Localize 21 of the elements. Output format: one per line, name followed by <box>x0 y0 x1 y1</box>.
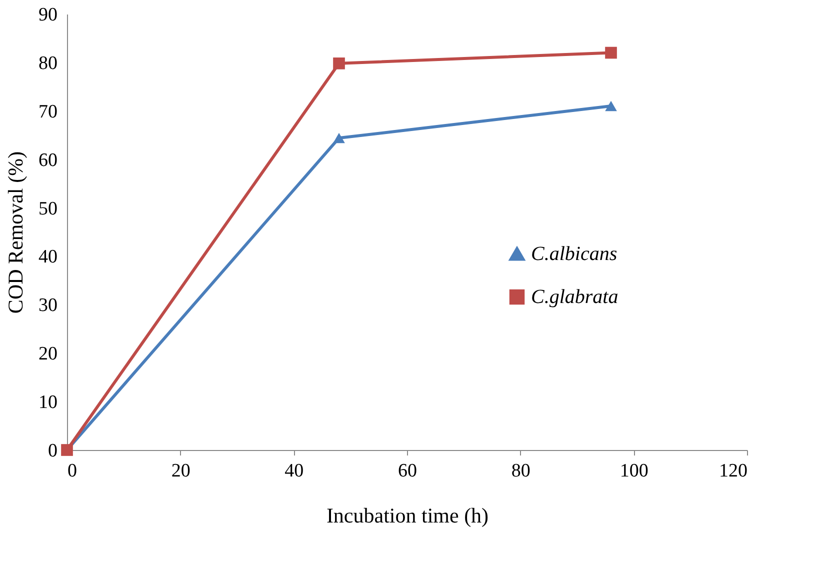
y-tick-label: 50 <box>38 198 58 220</box>
y-axis-title: COD Removal (%) <box>4 151 28 314</box>
x-tick-label: 40 <box>284 460 304 482</box>
x-tick-label: 100 <box>620 460 648 482</box>
x-tick-label: 120 <box>719 460 748 482</box>
x-tick-label: 80 <box>511 460 530 482</box>
legend-label: C.albicans <box>531 243 618 265</box>
y-tick-label: 10 <box>38 392 58 414</box>
y-tick-label: 0 <box>48 440 58 462</box>
x-tick-label: 60 <box>398 460 417 482</box>
y-tick-label: 80 <box>38 52 58 74</box>
y-tick-label: 90 <box>38 4 58 26</box>
y-tick-label: 70 <box>38 101 58 122</box>
y-tick-label: 60 <box>38 150 58 171</box>
y-tick-label: 40 <box>38 246 58 268</box>
x-axis-title: Incubation time (h) <box>326 504 489 528</box>
legend-label: C.glabrata <box>531 286 618 308</box>
x-tick-label: 0 <box>68 460 77 482</box>
y-tick-label: 20 <box>38 344 58 365</box>
x-tick-label: 20 <box>171 460 190 482</box>
y-tick-label: 30 <box>38 295 58 316</box>
